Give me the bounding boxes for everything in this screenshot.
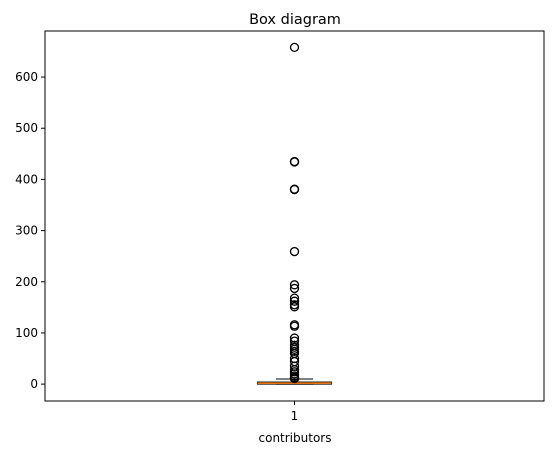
plot-area-frame xyxy=(44,30,545,402)
outlier-point xyxy=(289,246,300,257)
outlier-point xyxy=(289,296,300,306)
outlier-point xyxy=(289,373,300,384)
outlier-point xyxy=(289,333,300,343)
y-tick-label: 300 xyxy=(15,224,38,238)
outlier-point xyxy=(289,293,300,303)
y-tick-label: 500 xyxy=(15,121,38,135)
chart-title: Box diagram xyxy=(249,12,341,28)
outlier-point xyxy=(289,280,300,290)
outlier-point xyxy=(289,283,300,294)
y-tick-label: 600 xyxy=(15,70,38,84)
outlier-point xyxy=(289,157,300,167)
x-tick-label: 1 xyxy=(291,409,299,423)
outlier-point xyxy=(289,321,300,331)
y-tick-label: 0 xyxy=(30,377,38,391)
x-axis-label: contributors xyxy=(259,431,332,445)
y-tick-label: 100 xyxy=(15,326,38,340)
y-tick-label: 200 xyxy=(15,275,38,289)
outlier-point xyxy=(289,42,300,53)
outlier-point xyxy=(289,184,300,195)
y-tick-label: 400 xyxy=(15,172,38,186)
outlier-point xyxy=(289,302,300,312)
